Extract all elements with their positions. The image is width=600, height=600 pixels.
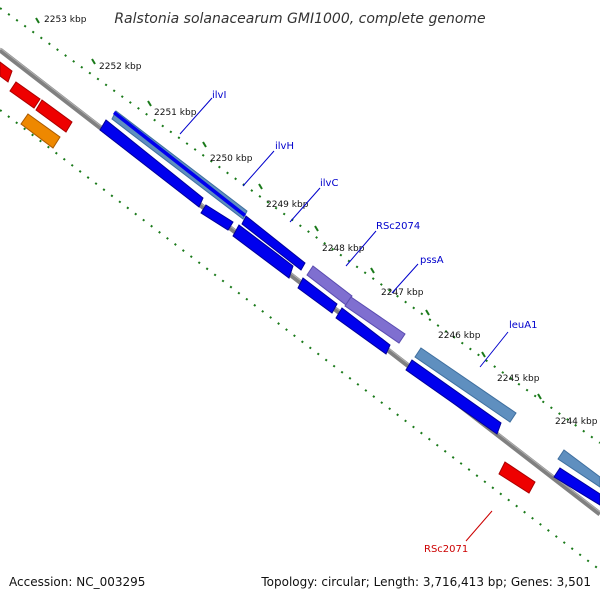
gene-label-ilvH[interactable]: ilvH (275, 141, 294, 152)
gene-feature[interactable] (35, 99, 73, 133)
gene-feature[interactable] (405, 359, 502, 435)
kbp-label: 2245 kbp (497, 374, 540, 384)
kbp-label: 2252 kbp (99, 62, 142, 72)
gene-feature[interactable] (200, 204, 234, 231)
gene-label-ilvI[interactable]: ilvI (212, 90, 226, 101)
reverse-features (99, 119, 600, 506)
kbp-label: 2244 kbp (555, 417, 598, 427)
kbp-label: 2248 kbp (322, 244, 365, 254)
inner-tick-track (0, 109, 600, 571)
gene-label-RSc2074[interactable]: RSc2074 (376, 221, 420, 232)
gene-feature[interactable] (20, 113, 61, 149)
gene-feature[interactable] (297, 277, 338, 314)
kbp-label: 2246 kbp (438, 331, 481, 341)
forward-features (111, 110, 600, 488)
kbp-label: 2250 kbp (210, 154, 253, 164)
gene-feature[interactable] (557, 449, 600, 488)
kbp-label: 2253 kbp (44, 15, 87, 25)
kbp-label: 2249 kbp (266, 200, 309, 210)
gene-feature[interactable] (414, 347, 517, 423)
map-title: Ralstonia solanacearum GMI1000, complete… (114, 11, 485, 27)
gene-feature[interactable] (553, 467, 600, 506)
gene-feature[interactable] (9, 81, 41, 109)
gene-feature[interactable] (0, 61, 13, 83)
gene-feature[interactable] (232, 224, 294, 279)
gene-label-ilvC[interactable]: ilvC (320, 178, 338, 189)
kbp-ticks (35, 17, 542, 400)
gene-feature[interactable] (344, 296, 406, 344)
gene-label-pssA[interactable]: pssA (420, 255, 444, 266)
outer-tick-track (0, 7, 600, 444)
rna-features (0, 61, 536, 494)
kbp-label: 2251 kbp (154, 108, 197, 118)
accession-text: Accession: NC_003295 (9, 575, 145, 589)
gene-labels: ilvI ilvH ilvC RSc2074 pssA leuA1 RSc207… (212, 90, 537, 555)
gene-feature[interactable] (335, 307, 391, 355)
gene-label-leuA1[interactable]: leuA1 (509, 320, 537, 331)
summary-text: Topology: circular; Length: 3,716,413 bp… (260, 575, 591, 589)
label-leaders (179, 97, 509, 542)
kbp-labels: 2253 kbp 2252 kbp 2251 kbp 2250 kbp 2249… (44, 15, 598, 427)
gene-label-RSc2071[interactable]: RSc2071 (424, 544, 468, 555)
kbp-label: 2247 kbp (381, 288, 424, 298)
gene-feature[interactable] (241, 215, 306, 271)
gene-feature[interactable] (498, 461, 536, 494)
genome-backbone (0, 48, 600, 516)
gene-feature[interactable] (99, 119, 204, 208)
